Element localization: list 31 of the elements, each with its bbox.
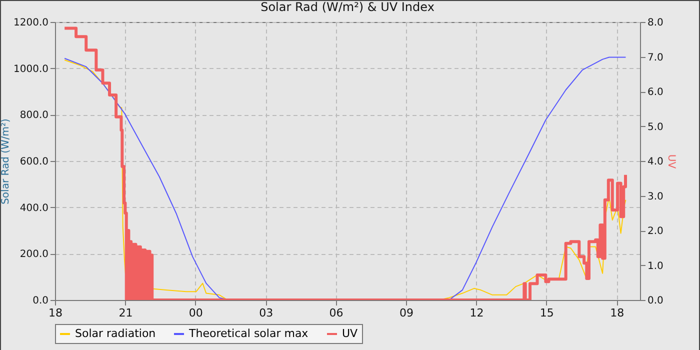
x-tick-label: 00	[188, 306, 203, 320]
x-tick-label: 18	[610, 306, 624, 320]
legend-label: UV	[342, 327, 358, 340]
y2-tick-label: 2.0	[648, 226, 664, 237]
legend-label: Theoretical solar max	[188, 327, 309, 340]
y-tick-label: 1000.0	[14, 64, 48, 75]
x-tick-label: 03	[259, 306, 274, 320]
x-tick-label: 18	[48, 306, 62, 320]
y-tick-label: 800.0	[20, 110, 48, 122]
y2-axis-title: UV	[665, 154, 676, 169]
y-tick-label: 400.0	[20, 202, 48, 214]
y-tick-label: 200.0	[20, 249, 48, 260]
y2-tick-label: 8.0	[648, 18, 664, 28]
y-tick-label: 0.0	[32, 296, 48, 306]
y-tick-label: 600.0	[20, 156, 48, 168]
y-axis-title: Solar Rad (W/m²)	[0, 118, 12, 204]
legend-label: Solar radiation	[75, 327, 156, 340]
x-tick-label: 06	[329, 306, 344, 320]
y-tick-label: 1200.0	[14, 18, 48, 28]
y2-tick-label: 0.0	[648, 296, 664, 306]
chart-title: Solar Rad (W/m²) & UV Index	[260, 0, 434, 14]
x-tick-label: 21	[118, 306, 133, 320]
y2-tick-label: 4.0	[648, 156, 664, 168]
y2-tick-label: 7.0	[648, 52, 664, 64]
y2-tick-label: 5.0	[648, 122, 664, 133]
y2-tick-label: 6.0	[648, 87, 664, 98]
x-tick-label: 15	[540, 306, 554, 320]
y2-tick-label: 3.0	[648, 191, 664, 202]
x-tick-label: 09	[400, 306, 414, 320]
y2-tick-label: 1.0	[648, 260, 664, 272]
x-tick-label: 12	[470, 306, 484, 320]
